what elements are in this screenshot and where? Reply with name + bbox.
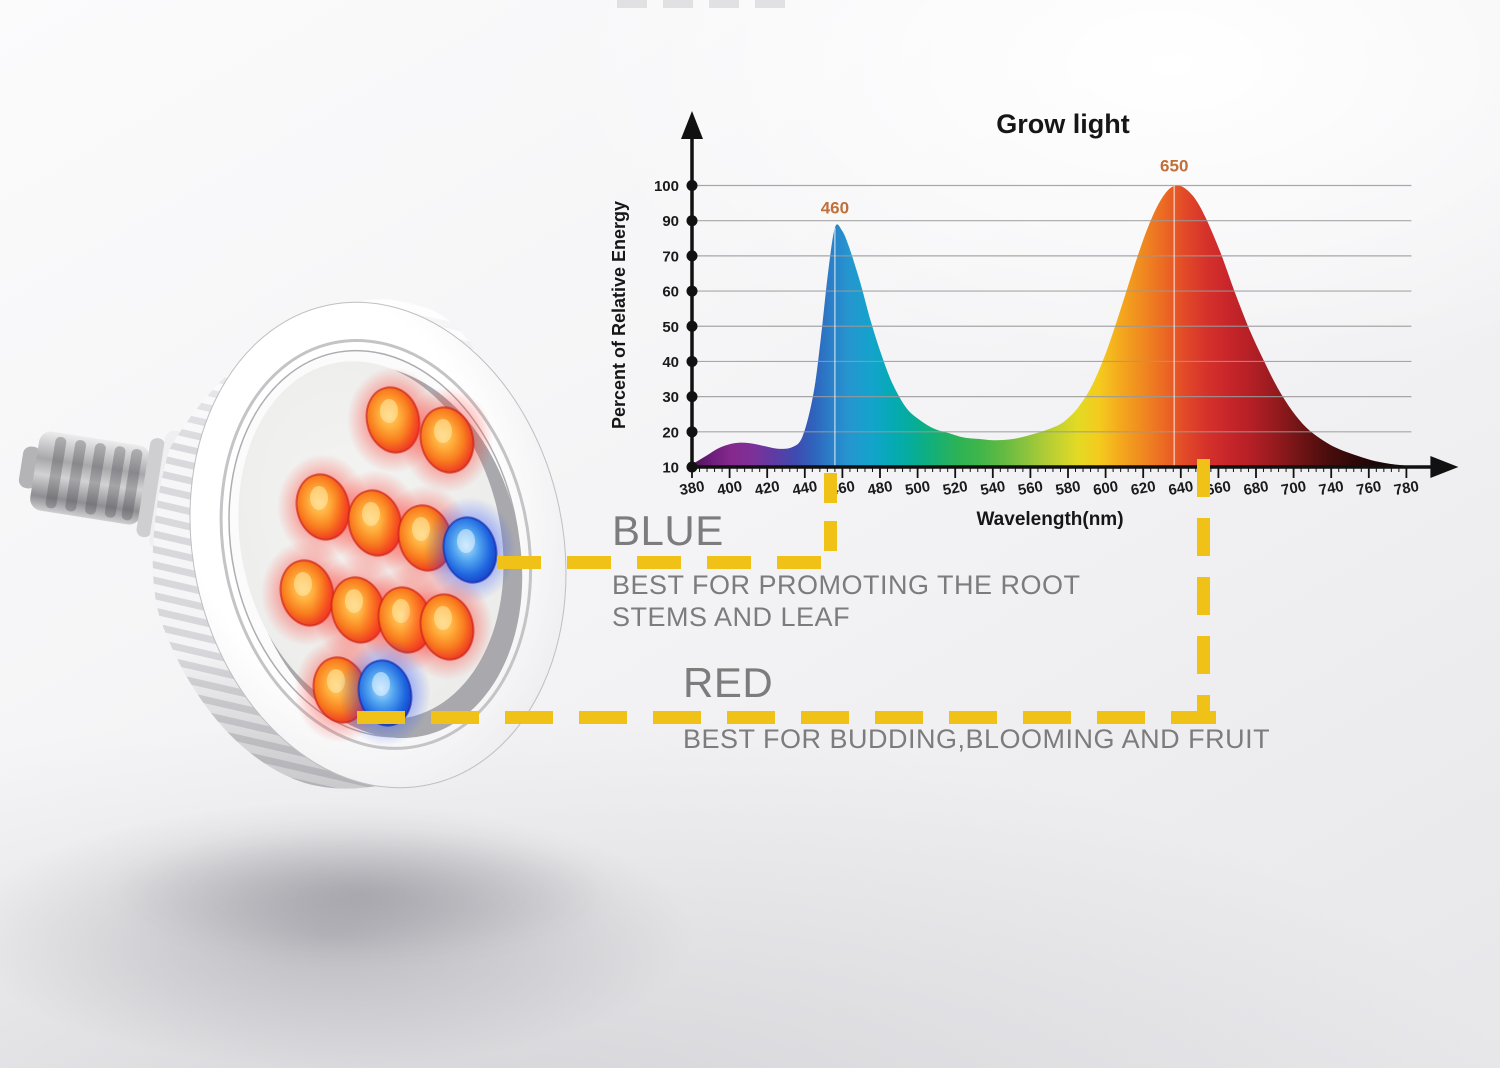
x-tick-label: 520	[941, 478, 969, 499]
x-tick-label: 380	[678, 478, 706, 499]
x-tick-label: 780	[1393, 478, 1421, 499]
red-connector-vertical	[1197, 459, 1210, 711]
red-annotation-line1: BEST FOR BUDDING,BLOOMING AND FRUIT	[683, 724, 1271, 754]
blue-annotation-title: BLUE	[612, 507, 724, 554]
x-tick-label: 660	[1205, 478, 1233, 499]
y-axis-dot	[686, 426, 698, 438]
peak-label: 650	[1160, 157, 1188, 176]
x-tick-label: 640	[1167, 478, 1195, 499]
y-axis-dot	[686, 355, 698, 367]
led-red	[401, 387, 493, 493]
y-tick-label: 50	[662, 319, 679, 336]
peak-label: 460	[821, 199, 849, 218]
blue-annotation-line2: STEMS AND LEAF	[612, 601, 851, 632]
x-tick-label: 680	[1242, 478, 1270, 499]
y-tick-label: 100	[654, 178, 679, 195]
y-axis-dot	[686, 285, 698, 297]
blue-connector-vertical	[824, 473, 837, 569]
red-annotation-title: RED	[683, 659, 774, 706]
y-axis-dot	[686, 391, 698, 403]
blue-connector-horizontal	[497, 556, 843, 569]
red-connector-horizontal	[357, 711, 1216, 724]
x-tick-label: 580	[1054, 478, 1082, 499]
y-tick-label: 20	[662, 424, 679, 441]
y-tick-label: 90	[662, 213, 679, 230]
blue-annotation-line1: BEST FOR PROMOTING THE ROOT	[612, 570, 1081, 600]
red-annotation: RED BEST FOR BUDDING,BLOOMING AND FRUIT	[683, 662, 1270, 756]
y-axis-dot	[686, 250, 698, 262]
y-axis-dot	[686, 215, 698, 227]
led-red	[401, 574, 493, 680]
x-tick-label: 480	[866, 478, 894, 499]
y-tick-label: 40	[662, 354, 679, 371]
x-tick-label: 500	[904, 478, 932, 499]
bulb-drop-shadow	[110, 828, 610, 958]
y-axis-arrow	[681, 111, 703, 139]
x-tick-label: 740	[1317, 478, 1345, 499]
x-tick-label: 400	[716, 478, 744, 499]
x-axis-arrow	[1430, 456, 1459, 478]
led-blue	[339, 640, 431, 746]
x-tick-label: 600	[1092, 478, 1120, 499]
y-tick-label: 10	[662, 460, 679, 477]
x-tick-label: 560	[1017, 478, 1045, 499]
y-axis-title: Percent of Relative Energy	[609, 201, 629, 429]
x-tick-label: 540	[979, 478, 1007, 499]
cropped-text-artifact	[617, 0, 799, 8]
y-tick-label: 60	[662, 284, 679, 301]
blue-annotation: BLUE BEST FOR PROMOTING THE ROOT STEMS A…	[612, 510, 1081, 633]
x-tick-label: 700	[1280, 478, 1308, 499]
chart-title: Grow light	[996, 109, 1129, 139]
x-tick-label: 440	[791, 478, 819, 499]
x-tick-label: 420	[753, 478, 781, 499]
x-tick-label: 760	[1355, 478, 1383, 499]
y-tick-label: 30	[662, 389, 679, 406]
grow-light-bulb	[18, 299, 567, 789]
y-tick-label: 70	[662, 248, 679, 265]
x-tick-label: 620	[1129, 478, 1157, 499]
spectrum-chart: 100 90 70 60 50 40 30 20 10 380 400 420 440 460 480 500…	[595, 95, 1475, 540]
x-axis-title: Wavelength(nm)	[976, 509, 1123, 530]
base-threads	[45, 436, 143, 521]
y-axis-dot	[686, 180, 698, 191]
y-axis-dot	[686, 320, 698, 332]
led-array	[261, 367, 516, 746]
